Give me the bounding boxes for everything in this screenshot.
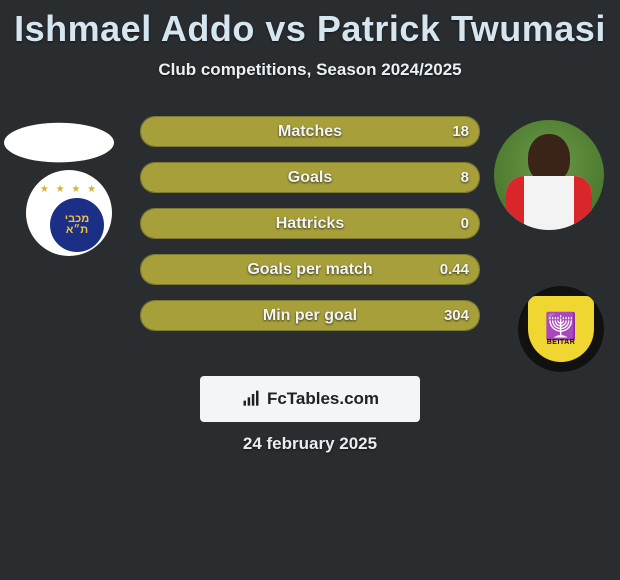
avatar-right-head [528,134,570,182]
club-right-bg: 🕎 BEITAR [518,286,604,372]
stat-rows: Matches18 Goals8 Hattricks0 Goals per match… [140,116,480,346]
stat-row: Goals8 [140,162,480,193]
club-left-crest-text: מכבית״א [65,214,89,236]
avatar-right-stripe-left [506,176,524,230]
club-right-shield: 🕎 BEITAR [528,296,594,362]
stat-value-right: 304 [444,307,469,324]
club-right-text: BEITAR [547,339,576,346]
watermark: FcTables.com [200,376,420,422]
date-label: 24 february 2025 [0,434,620,454]
stat-label: Goals per match [141,261,479,279]
club-right-badge: 🕎 BEITAR [518,286,604,372]
chart-icon [241,389,261,409]
stat-label: Goals [141,169,479,187]
stat-row: Min per goal304 [140,300,480,331]
club-left-inner: ★ ★ ★ ★ מכבית״א [34,178,104,248]
watermark-text: FcTables.com [267,389,379,409]
club-left-stars-icon: ★ ★ ★ ★ [34,184,104,195]
stat-row: Hattricks0 [140,208,480,239]
player-right-avatar [494,120,604,230]
stat-label: Hattricks [141,215,479,233]
stat-label: Matches [141,123,479,141]
stat-value-right: 0 [461,215,469,232]
menorah-icon: 🕎 [545,313,577,339]
avatar-right-stripe-right [574,176,592,230]
stat-label: Min per goal [141,307,479,325]
subtitle: Club competitions, Season 2024/2025 [0,60,620,80]
stat-row: Matches18 [140,116,480,147]
stat-value-right: 0.44 [440,261,469,278]
player-left-avatar [4,123,114,163]
club-left-badge: ★ ★ ★ ★ מכבית״א [26,170,112,256]
stat-row: Goals per match0.44 [140,254,480,285]
club-left-crest: מכבית״א [50,198,104,252]
stat-value-right: 8 [461,169,469,186]
stat-value-right: 18 [452,123,469,140]
page-title: Ishmael Addo vs Patrick Twumasi [0,0,620,50]
